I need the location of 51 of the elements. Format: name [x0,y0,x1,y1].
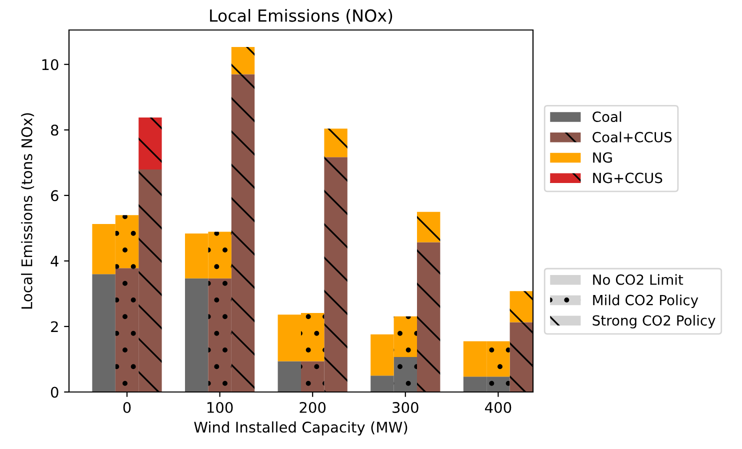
bar [92,224,116,274]
legend-label: Coal [592,111,622,122]
bar [486,341,510,377]
bar [278,361,301,392]
bar [417,242,440,392]
legend-label: Coal+CCUS [592,132,672,142]
bar [138,170,162,392]
bar [208,278,232,392]
legend-label: Strong CO2 Policy [592,314,716,328]
bar [115,268,139,392]
bar [231,47,255,74]
bar [185,278,208,392]
bar [278,314,301,362]
y-tick-label: 10 [42,59,58,70]
bar [417,212,440,242]
bar [394,356,417,392]
y-tick-label: 0 [50,386,58,398]
x-axis-title: Wind Installed Capacity (MW) [194,421,408,436]
bar [324,157,348,392]
bar [301,361,324,392]
bar [301,313,324,362]
x-tick-label: 0 [123,402,131,414]
bar [510,291,533,322]
y-tick-label: 4 [50,256,58,266]
x-tick-label: 200 [300,402,326,414]
bar [231,74,255,392]
bar [92,274,116,392]
legend-label: NG+CCUS [593,172,662,184]
x-tick-label: 400 [484,402,512,414]
y-tick-label: 8 [50,124,58,136]
bar [486,376,510,392]
bar [370,334,394,376]
x-tick-label: 300 [392,402,418,414]
bar [463,341,487,377]
y-tick-label: 2 [51,321,58,332]
bar [463,376,487,392]
y-axis-title: Local Emissions (tons NOx) [21,113,34,309]
legend-label: No CO2 Limit [593,274,684,285]
bar [208,232,232,278]
legend-label: Mild CO2 Policy [593,294,698,308]
x-tick-label: 100 [207,402,233,414]
y-tick-label: 6 [51,190,58,202]
bar [185,233,208,278]
bar [115,215,139,268]
bar [138,117,162,170]
bar [394,316,417,357]
bar [324,128,348,158]
bar [370,376,394,392]
bar [510,322,533,392]
chart-title: Local Emissions (NOx) [210,9,392,24]
legend-label: NG [593,152,612,163]
